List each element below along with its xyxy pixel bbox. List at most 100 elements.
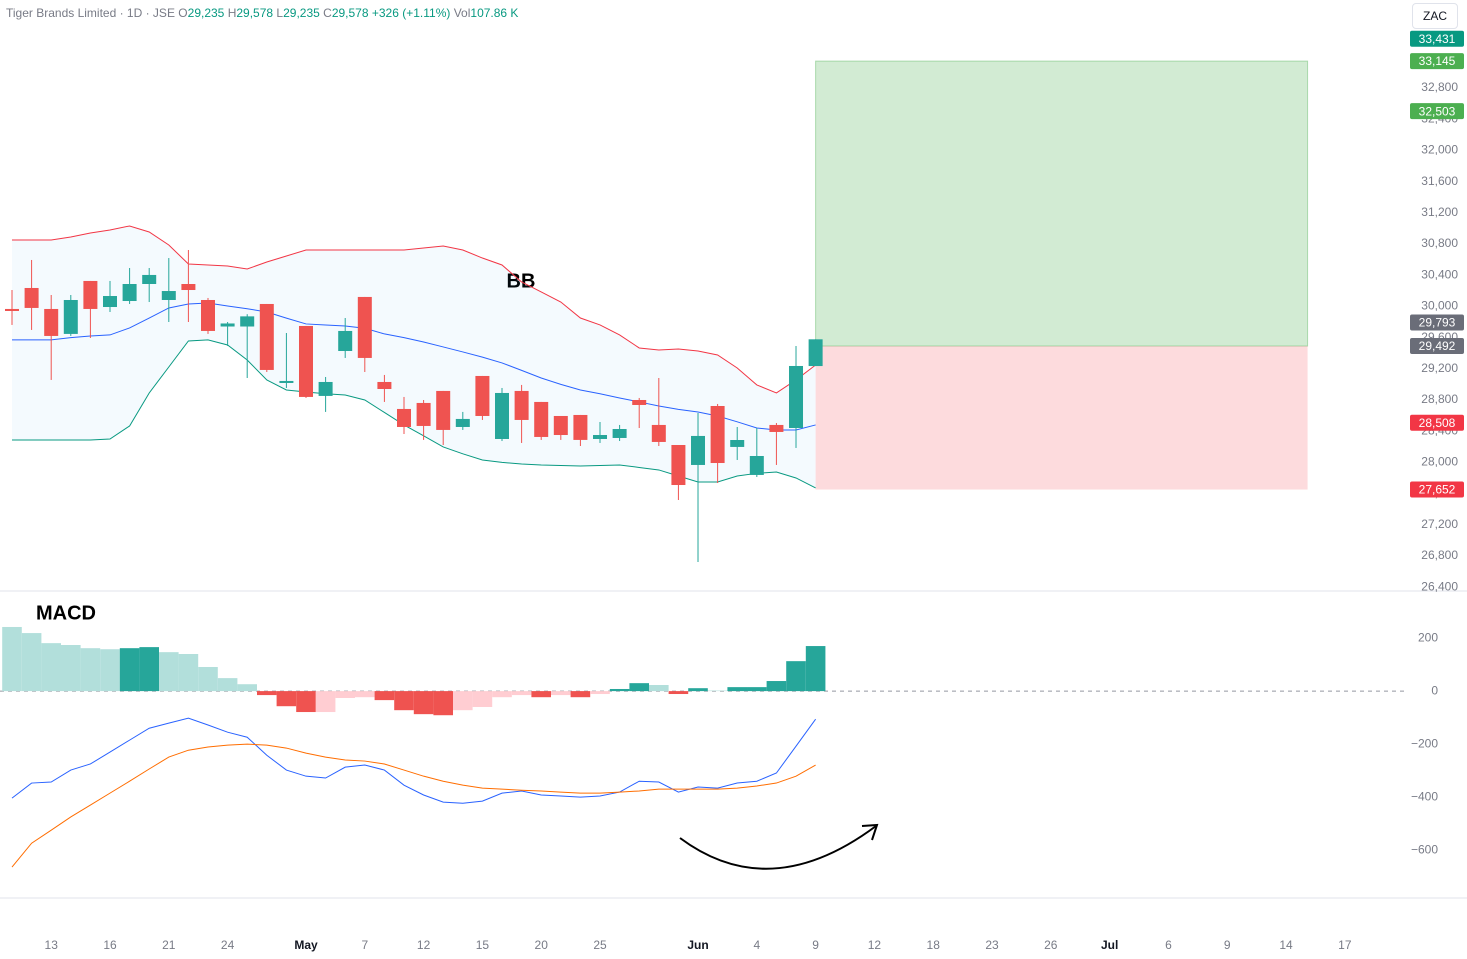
histogram-bar xyxy=(394,691,414,711)
histogram-bar xyxy=(786,661,806,692)
y-tick-label: 30,400 xyxy=(1421,267,1458,281)
y-tick-label: 27,200 xyxy=(1421,517,1458,531)
x-tick-label: 16 xyxy=(103,938,117,952)
histogram-bar xyxy=(100,649,120,692)
histogram-bar xyxy=(472,691,493,708)
candle-body xyxy=(259,303,274,370)
x-tick-label: 13 xyxy=(45,938,59,952)
band-middle xyxy=(11,302,816,431)
x-tick-label: 6 xyxy=(1165,938,1172,952)
histogram-bar xyxy=(668,691,689,695)
histogram-bar xyxy=(531,691,552,698)
x-tick-label: 9 xyxy=(1224,938,1231,952)
histogram-bar xyxy=(453,691,473,711)
price-label: 33,145 xyxy=(1419,54,1456,68)
histogram-bar xyxy=(355,691,375,698)
histogram-bar xyxy=(21,633,42,692)
candle-body xyxy=(83,280,98,309)
candle-body xyxy=(436,390,451,430)
x-tick-label: 18 xyxy=(927,938,941,952)
profit-zone xyxy=(815,60,1309,347)
arrow xyxy=(679,825,877,870)
x-tick-label: 24 xyxy=(221,938,235,952)
candle-body xyxy=(749,455,764,475)
candle-body xyxy=(553,415,568,436)
histogram-bar xyxy=(413,691,434,715)
candle-body xyxy=(142,274,157,285)
y-tick-label: −400 xyxy=(1411,789,1438,803)
histogram-bar xyxy=(433,691,454,716)
x-tick-label: 14 xyxy=(1279,938,1293,952)
plot-layer xyxy=(0,60,1405,868)
x-tick-label: 23 xyxy=(985,938,999,952)
candle-body xyxy=(397,408,412,427)
candle-body xyxy=(495,392,510,439)
candle-body xyxy=(279,380,294,383)
histogram-bar xyxy=(2,626,22,692)
candle-body xyxy=(102,296,117,308)
histogram-bar xyxy=(276,691,297,707)
x-tick-label: Jul xyxy=(1101,938,1118,952)
histogram-bar xyxy=(217,678,238,692)
currency-button[interactable]: ZAC xyxy=(1412,3,1458,29)
x-tick-label: 25 xyxy=(593,938,607,952)
candle-body xyxy=(534,401,549,437)
candle-body xyxy=(4,308,19,311)
candle-body xyxy=(573,414,588,440)
price-label-box xyxy=(1410,481,1464,498)
histogram-bar xyxy=(747,687,767,692)
price-label: 32,503 xyxy=(1419,104,1456,118)
candle-body xyxy=(671,444,686,486)
histogram-bar xyxy=(570,691,591,698)
candle-body xyxy=(357,296,372,358)
histogram-bar xyxy=(178,654,199,692)
candle-body xyxy=(808,339,823,367)
volume: 107.86 K xyxy=(470,6,519,20)
price-label-box xyxy=(1410,414,1464,431)
histogram-bar xyxy=(139,647,159,692)
candle-body xyxy=(710,405,725,464)
annotation: MACD xyxy=(36,602,96,624)
candle-body xyxy=(299,325,314,397)
price-label: 29,492 xyxy=(1419,339,1456,353)
histogram-bar xyxy=(374,691,395,701)
candle-body xyxy=(377,381,392,389)
price-label-box xyxy=(1410,103,1464,120)
ohlc-key: O xyxy=(178,6,188,20)
candle-body xyxy=(122,284,137,302)
candle-body xyxy=(338,330,353,352)
ohlc-value: 29,235 xyxy=(187,6,225,20)
x-tick-label: 20 xyxy=(535,938,549,952)
histogram-bar xyxy=(766,681,787,692)
histogram-bar xyxy=(60,644,81,692)
header: Tiger Brands Limited · 1D · JSE O29,235 … xyxy=(6,6,518,20)
y-tick-label: 31,200 xyxy=(1421,205,1458,219)
candle-body xyxy=(63,299,78,334)
histogram-bar xyxy=(727,687,748,692)
ohlc-key: L xyxy=(276,6,284,20)
x-tick-label: Jun xyxy=(687,938,708,952)
ohlc-value: 29,578 xyxy=(236,6,274,20)
y-tick-label: 200 xyxy=(1418,630,1438,644)
histogram-bar xyxy=(551,691,571,696)
x-tick-label: 12 xyxy=(417,938,431,952)
price-label-box xyxy=(1410,53,1464,70)
histogram-bar xyxy=(609,688,630,692)
y-tick-label: 29,200 xyxy=(1421,361,1458,375)
candle-body xyxy=(632,399,647,405)
histogram-bar xyxy=(707,690,728,692)
symbol: Tiger Brands Limited · 1D · JSE xyxy=(6,6,175,20)
price-label-box xyxy=(1410,314,1464,331)
histogram-bar xyxy=(629,683,650,692)
x-tick-label: 15 xyxy=(476,938,490,952)
y-tick-label: 26,400 xyxy=(1421,579,1458,593)
change: +326 (+1.11%) xyxy=(371,6,451,20)
candle-body xyxy=(220,323,235,327)
histogram-bar xyxy=(198,666,218,692)
x-tick-label: 21 xyxy=(162,938,176,952)
macd-line xyxy=(11,743,816,868)
y-tick-label: 31,600 xyxy=(1421,174,1458,188)
ohlc-key: H xyxy=(227,6,237,20)
